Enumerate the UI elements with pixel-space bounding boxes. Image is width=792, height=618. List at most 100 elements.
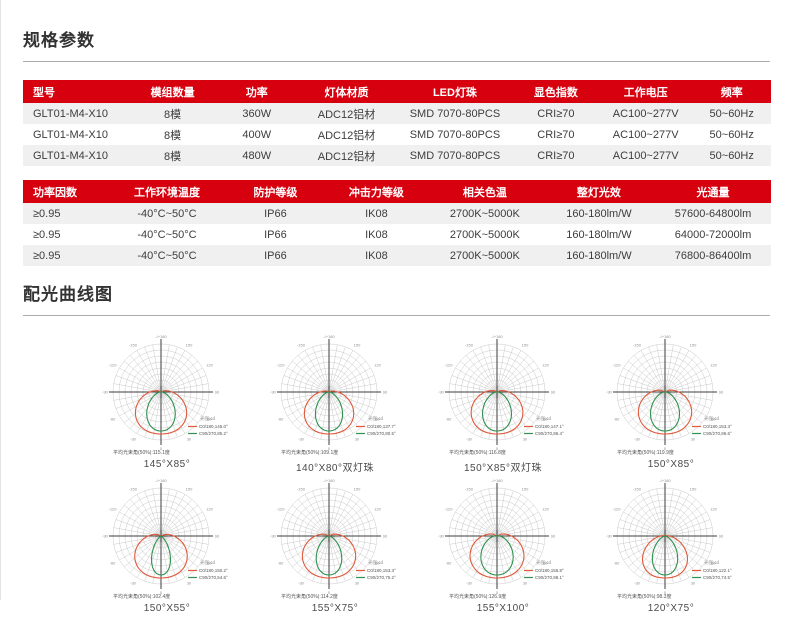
angle-tick-label: 90 xyxy=(719,390,724,395)
table-cell: CRI≥70 xyxy=(512,103,599,124)
angle-tick-label: -150 xyxy=(633,343,642,348)
legend-label-c90: C90/270,75.2° xyxy=(367,575,396,580)
table-cell: 360W xyxy=(217,103,296,124)
table-cell: 64000-72000lm xyxy=(674,228,752,241)
polar-chart-cell: 0 -30 30 -60 60 -90 90 -120 120 -150 150 -/+180 光强:c… xyxy=(419,478,587,614)
avg-beam-angle-text: 平均光束角(50%):115.1度 xyxy=(113,449,170,456)
table-cell: ADC12铝材 xyxy=(296,145,397,166)
table-cell: SMD 7070-80PCS xyxy=(396,103,513,124)
angle-tick-label: -60 xyxy=(278,417,285,422)
angle-tick-label: 150 xyxy=(522,487,529,492)
c0-curve xyxy=(637,389,693,435)
c90-curve xyxy=(314,391,344,432)
polar-chart: 0 -30 30 -60 60 -90 90 -120 120 -150 150 -/+180 光强:c… xyxy=(438,334,564,456)
angle-tick-label: -30 xyxy=(130,580,137,585)
angle-tick-label: -30 xyxy=(634,436,641,441)
angle-tick-label: 30 xyxy=(355,580,360,585)
legend-title: 光强:cd xyxy=(704,415,720,422)
legend-label-c0: C0/180,150.2° xyxy=(199,568,228,573)
angle-tick-label: -/+180 xyxy=(659,334,671,339)
column-header: 功率因数 xyxy=(23,180,110,203)
angle-tick-label: 120 xyxy=(542,507,549,512)
header-row: 功率因数 工作环境温度 防护等级 冲击力等级 相关色温 整灯光效 光通量 xyxy=(23,180,771,203)
beam-angle-label: 150°X85°双灯珠 xyxy=(464,463,542,474)
c0-curve xyxy=(469,533,525,579)
angle-tick-label: -120 xyxy=(276,507,285,512)
legend-label-c90: C90/270,54.6° xyxy=(199,575,228,580)
polar-chart: 0 -30 30 -60 60 -90 90 -120 120 -150 150 -/+180 光强:c… xyxy=(606,478,732,600)
angle-tick-label: 90 xyxy=(215,534,220,539)
table-cell: ADC12铝材 xyxy=(317,129,376,142)
angle-tick-label: 0 xyxy=(328,446,331,451)
curves-section: 配光曲线图 0 -30 30 -60 60 -90 90 -120 120 -150 150 -/+1… xyxy=(23,280,770,618)
polar-chart-cell: 0 -30 30 -60 60 -90 90 -120 120 -150 150 -/+180 光强:c… xyxy=(419,334,587,474)
column-header: 相关色温 xyxy=(426,180,543,203)
table-cell: GLT01-M4-X10 xyxy=(23,103,128,124)
polar-chart-cell: 0 -30 30 -60 60 -90 90 -120 120 -150 150 -/+180 光强:c… xyxy=(83,334,251,474)
polar-chart-cell: 0 -30 30 -60 60 -90 90 -120 120 -150 150 -/+180 光强:c… xyxy=(587,478,755,614)
c0-curve xyxy=(470,389,524,435)
angle-tick-label: -120 xyxy=(108,363,117,368)
legend-label-c0: C0/180,122.1° xyxy=(703,568,732,573)
column-header: 防护等级 xyxy=(224,180,326,203)
avg-beam-angle-text: 平均光束角(50%):116.8度 xyxy=(449,449,506,456)
beam-angle-label: 150°X85° xyxy=(647,459,695,470)
angle-tick-label: 0 xyxy=(664,590,667,595)
angle-tick-label: 60 xyxy=(711,417,716,422)
avg-beam-angle-text: 平均光束角(50%):102.4度 xyxy=(113,593,170,600)
angle-tick-label: -/+180 xyxy=(323,478,335,483)
c0-curve xyxy=(641,535,689,579)
angle-tick-label: -120 xyxy=(108,507,117,512)
column-header: 功率 xyxy=(217,80,296,103)
legend-label-c0: C0/180,155.8° xyxy=(535,568,564,573)
column-header: 光通量 xyxy=(655,180,771,203)
angle-tick-label: 60 xyxy=(543,417,548,422)
angle-tick-label: -90 xyxy=(270,534,277,539)
angle-tick-label: -120 xyxy=(444,363,453,368)
angle-tick-label: -30 xyxy=(466,580,473,585)
angle-tick-label: 60 xyxy=(711,561,716,566)
angle-tick-label: 30 xyxy=(523,580,528,585)
angle-tick-label: 30 xyxy=(187,436,192,441)
table-cell: GLT01-M4-X10 xyxy=(23,145,128,166)
legend-title: 光强:cd xyxy=(368,559,384,566)
column-header: 显色指数 xyxy=(512,80,599,103)
polar-chart-cell: 0 -30 30 -60 60 -90 90 -120 120 -150 150 -/+180 光强:c… xyxy=(83,478,251,614)
beam-angle-label: 145°X85° xyxy=(143,459,191,470)
angle-tick-label: 0 xyxy=(496,446,499,451)
table-row: ≥0.95 -40°C~50°C IP66 IK08 2700K~5000K 160-18… xyxy=(23,203,771,224)
angle-tick-label: 90 xyxy=(215,390,220,395)
spec-table-electrical: 型号 模组数量 功率 灯体材质 LED灯珠 显色指数 工作电压 频率 GLT01-M4-X10 8… xyxy=(23,80,771,166)
table-cell: IK08 xyxy=(325,203,427,224)
angle-tick-label: -150 xyxy=(297,343,306,348)
legend-label-c90: C90/270,74.5° xyxy=(703,575,732,580)
angle-tick-label: 90 xyxy=(383,534,388,539)
angle-tick-label: 120 xyxy=(374,507,381,512)
c90-curve xyxy=(150,535,172,576)
column-header: LED灯珠 xyxy=(396,80,513,103)
angle-tick-label: 120 xyxy=(710,363,717,368)
beam-angle-label: 140°X80°双灯珠 xyxy=(296,463,374,474)
angle-tick-label: 120 xyxy=(206,363,213,368)
angle-tick-label: -30 xyxy=(298,580,305,585)
polar-chart: 0 -30 30 -60 60 -90 90 -120 120 -150 150 -/+180 光强:c… xyxy=(270,334,396,456)
table-cell: 2700K~5000K xyxy=(426,203,543,224)
angle-tick-label: -/+180 xyxy=(491,334,503,339)
table-cell: 8模 xyxy=(127,145,218,166)
table-cell: CRI≥70 xyxy=(537,128,575,141)
table-cell: -40°C~50°C xyxy=(109,203,225,224)
column-header: 灯体材质 xyxy=(296,80,397,103)
angle-tick-label: -60 xyxy=(614,561,621,566)
angle-tick-label: 150 xyxy=(354,343,361,348)
angle-tick-label: 90 xyxy=(719,534,724,539)
angle-tick-label: -90 xyxy=(606,534,613,539)
legend-label-c0: C0/180,137.7° xyxy=(367,424,396,429)
angle-tick-label: 30 xyxy=(187,580,192,585)
angle-tick-label: 30 xyxy=(355,436,360,441)
angle-tick-label: -/+180 xyxy=(155,478,167,483)
c90-curve xyxy=(651,535,679,576)
table-cell: IK08 xyxy=(325,245,427,266)
angle-tick-label: 150 xyxy=(186,343,193,348)
angle-tick-label: 60 xyxy=(207,417,212,422)
